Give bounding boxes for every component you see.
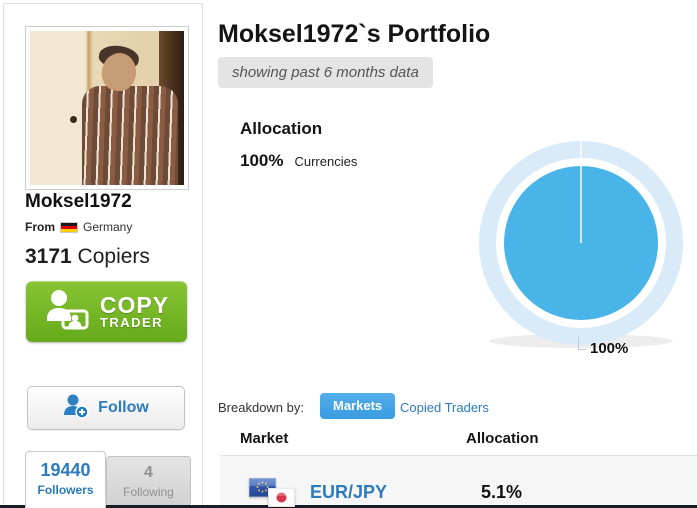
followers-label: Followers [37,483,94,497]
japan-flag-icon [268,488,295,507]
profile-photo-image [30,31,184,185]
allocation-percent: 100% [240,151,284,170]
copy-button-line1: COPY [99,292,170,318]
copiers-count: 3171 [25,245,72,268]
pie-callout-tick-h [578,349,586,350]
column-header-market: Market [240,430,289,447]
pie-slice-label: 100% [590,340,629,357]
following-label: Following [123,485,174,499]
follow-button[interactable]: Follow [27,386,185,430]
from-label: From [25,220,55,234]
country-line: From Germany [25,220,132,234]
followers-count: 19440 [40,460,91,480]
copiers-label: Copiers [71,245,150,268]
allocation-category: Currencies [294,154,358,169]
breakdown-markets-button[interactable]: Markets [320,393,396,419]
username: Moksel1972 [25,191,132,212]
viewport-cutoff-bar [0,505,697,508]
period-badge: showing past 6 months data [218,57,433,88]
copy-trader-button[interactable]: COPY TRADER [26,281,187,342]
table-row[interactable] [220,455,697,505]
breakdown-copied-traders-link[interactable]: Copied Traders [400,400,489,415]
copy-button-line2: TRADER [99,315,164,330]
copy-trader-icon [44,289,90,334]
market-allocation: 5.1% [481,482,523,502]
tab-followers[interactable]: 19440 Followers [25,451,106,508]
copiers-count-line: 3171 Copiers [25,245,150,269]
allocation-pie-chart [479,141,683,348]
profile-photo [25,26,189,190]
allocation-item: 100% Currencies [240,151,357,171]
person-add-icon [63,393,89,424]
profile-sidebar: Moksel1972 From Germany 3171 Copiers COP… [3,3,203,508]
following-count: 4 [144,464,153,481]
column-header-allocation: Allocation [466,430,539,447]
pie-callout-tick [578,337,579,350]
germany-flag-icon [60,221,78,233]
allocation-heading: Allocation [240,119,323,138]
country-name: Germany [83,220,133,234]
breakdown-by-label: Breakdown by: [218,400,304,415]
tab-following[interactable]: 4 Following [106,456,191,507]
page-title: Moksel1972`s Portfolio [218,20,491,48]
follow-button-label: Follow [98,399,149,416]
market-name[interactable]: EUR/JPY [310,482,388,502]
